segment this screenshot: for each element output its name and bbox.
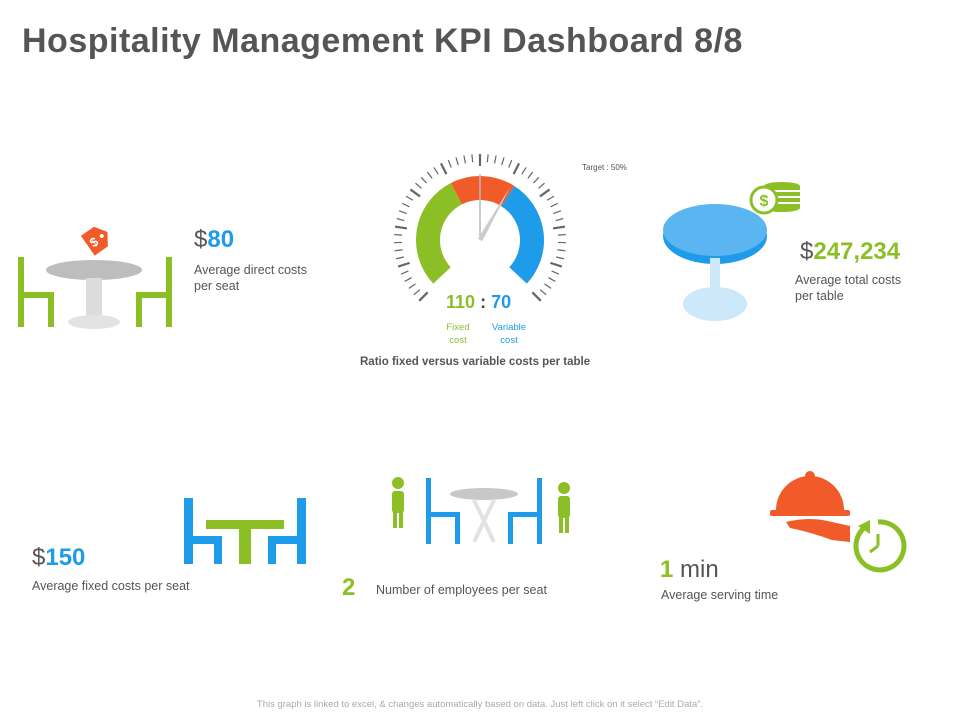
gauge-tick [426,171,433,179]
gauge-ratio-value: 110 : 70 [446,292,512,312]
gauge-tick [532,176,540,184]
footer-note: This graph is linked to excel, & changes… [256,699,704,710]
gauge-caption: Ratio fixed versus variable costs per ta… [360,356,591,368]
gauge-variable-label: Variable cost [491,322,527,346]
gauge-tick [538,182,545,189]
gauge-tick [557,249,566,252]
gauge-tick [447,159,452,168]
gauge-tick [512,162,521,175]
svg-text:$: $ [760,193,769,210]
gauge-tick [404,277,412,282]
gauge-tick [394,249,403,252]
serving-time-value: 1 min [660,556,719,583]
gauge-tick [439,162,448,175]
gauge-arc-fixed [416,182,463,284]
gauge-tick [494,155,497,164]
gauge-tick [555,218,564,222]
employees-at-table-icon [392,477,570,544]
gauge-tick [544,283,552,289]
gauge-tick [552,225,566,230]
gauge-tick [420,176,428,184]
gauge-tick [521,167,527,175]
gauge-needle [477,186,511,242]
gauge-tick [415,182,422,189]
gauge-tick [471,154,474,163]
employees-label: Number of employees per seat [376,583,547,597]
gauge-tick [394,225,408,230]
cost-ratio-gauge [394,154,566,302]
total-cost-value: $247,234 [800,238,901,265]
gauge-tick [555,256,565,260]
fixed-cost-value: $150 [32,544,86,571]
gauge-tick [553,210,562,215]
serving-cloche-with-timer-icon [770,471,907,573]
round-table-with-coins-icon: $ [663,182,800,321]
gauge-fixed-label: Fixed cost [446,322,470,346]
dining-table-with-price-tag-icon: $ [18,226,172,329]
employees-value: 2 [342,574,356,601]
gauge-tick [546,195,555,201]
gauge-tick [527,171,534,179]
gauge-ticks [394,154,566,302]
gauge-tick [396,218,405,222]
gauge-arc-mid [450,176,515,207]
gauge-tick [463,155,466,164]
table-with-chairs-icon [184,498,306,564]
gauge-tick [455,157,459,166]
gauge-tick [550,261,563,268]
gauge-tick [394,234,403,236]
serving-time-label: Average serving time [661,588,779,602]
gauge-tick [548,277,556,282]
gauge-tick [433,167,439,175]
gauge-target-label: Target : 50% [582,163,627,172]
gauge-tick [539,289,547,296]
fixed-cost-label: Average fixed costs per seat [32,579,190,593]
gauge-tick [409,188,421,198]
gauge-tick [395,256,405,260]
gauge-tick [501,157,505,166]
gauge-tick [408,283,416,289]
page-title: Hospitality Management KPI Dashboard 8/8 [22,22,743,60]
gauge-tick [550,202,559,208]
gauge-tick [539,188,551,198]
direct-cost-label: Average direct costs per seat [194,263,308,293]
gauge-tick [557,234,566,236]
gauge-tick [551,270,560,275]
gauge-tick [397,261,410,268]
direct-cost-value: $80 [194,226,235,253]
gauge-tick [400,270,409,275]
gauge-tick [405,195,414,201]
total-cost-label: Average total costs per table [795,273,902,303]
gauge-tick [413,289,421,296]
gauge-tick [531,291,542,302]
gauge-tick [398,210,407,215]
gauge-tick [401,202,410,208]
gauge-tick [486,154,489,163]
gauge-arc-variable [500,185,544,284]
gauge-tick [418,291,429,302]
gauge-tick [508,159,513,168]
